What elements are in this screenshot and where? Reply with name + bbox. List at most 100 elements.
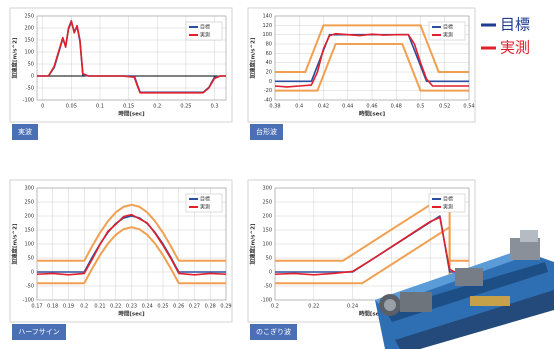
panel-tab — [250, 124, 283, 140]
x-tick-label: 0.15 — [123, 104, 134, 110]
x-tick-label: 0.22 — [308, 304, 319, 310]
x-tick-label: 0.46 — [366, 104, 377, 110]
y-tick-label: 150 — [24, 38, 34, 44]
y-tick-label: 200 — [262, 214, 272, 220]
panel-tab — [250, 324, 297, 340]
x-tick-label: 0.21 — [94, 304, 105, 310]
y-tick-label: 300 — [262, 186, 272, 192]
x-axis-label: 時間[sec] — [359, 310, 386, 318]
y-tick-label: 50 — [28, 62, 34, 68]
y-tick-label: 20 — [266, 70, 272, 76]
x-axis-label: 時間[sec] — [118, 110, 145, 118]
x-tick-label: 0.54 — [463, 104, 474, 110]
y-tick-label: -100 — [23, 298, 34, 304]
chart-panel: -100 -50 0 50 100 150 200 250 300 0.17 0.18 0.19 0.2… — [9, 179, 233, 340]
y-tick-label: 50 — [28, 256, 34, 262]
legend-label: 目標 — [443, 24, 453, 31]
y-axis-label: 加速度[m/s^2] — [249, 37, 257, 79]
x-tick-label: 0.18 — [47, 304, 58, 310]
y-tick-label: 300 — [24, 186, 34, 192]
y-tick-label: 150 — [262, 228, 272, 234]
tolerance-line — [37, 226, 226, 285]
panel-tab-label: 台形波 — [256, 127, 277, 136]
y-tick-label: 0 — [269, 79, 272, 85]
y-tick-label: 200 — [24, 26, 34, 32]
series-line — [37, 20, 226, 94]
series-line — [274, 216, 470, 276]
legend-label: 実測 — [443, 204, 453, 211]
x-tick-label: 0.28 — [205, 304, 216, 310]
y-tick-label: 100 — [262, 242, 272, 248]
x-tick-label: 0.5 — [417, 104, 425, 110]
y-tick-label: -100 — [261, 298, 272, 304]
legend-label: 目標 — [200, 196, 210, 203]
tolerance-line — [275, 24, 469, 73]
legend-label: 実測 — [200, 32, 210, 39]
x-tick-label: 0.1 — [96, 104, 104, 110]
y-tick-label: 0 — [269, 270, 272, 276]
y-tick-label: 250 — [262, 200, 272, 206]
panel-tab — [12, 324, 66, 340]
y-tick-label: 40 — [266, 60, 272, 66]
x-tick-label: 0.26 — [173, 304, 184, 310]
y-tick-label: -100 — [23, 98, 34, 104]
panel-tab — [12, 124, 38, 140]
panel-tab-label: のこぎり波 — [256, 327, 291, 336]
x-tick-label: 0.27 — [189, 304, 200, 310]
legend-label: 目標 — [500, 16, 530, 34]
machine-photo — [375, 230, 554, 349]
chart-panel: -100 -50 0 50 100 150 200 250 0 0.05 0.1 0.15 0.2 0.2… — [9, 7, 233, 140]
y-tick-label: 80 — [266, 42, 272, 48]
y-tick-label: 200 — [24, 214, 34, 220]
y-axis-label: 加速度[m/s^2] — [249, 223, 257, 265]
series-line — [274, 32, 469, 88]
y-tick-label: 250 — [24, 14, 34, 20]
y-tick-label: 50 — [266, 256, 272, 262]
x-tick-label: 0.4 — [295, 104, 303, 110]
y-tick-label: 100 — [24, 50, 34, 56]
y-tick-label: 0 — [31, 270, 34, 276]
x-tick-label: 0.24 — [347, 304, 358, 310]
x-tick-label: 0.2 — [271, 304, 279, 310]
x-tick-label: 0.29 — [220, 304, 231, 310]
x-tick-label: 0.2 — [153, 104, 161, 110]
plot-frame — [36, 15, 227, 101]
x-tick-label: 0.23 — [126, 304, 137, 310]
y-tick-label: 250 — [24, 200, 34, 206]
tolerance-line — [275, 43, 469, 92]
x-tick-label: 0.24 — [142, 304, 153, 310]
x-tick-label: 0.25 — [157, 304, 168, 310]
x-tick-label: 0.17 — [31, 304, 42, 310]
y-tick-label: -50 — [26, 86, 34, 92]
x-tick-label: 0.3 — [211, 104, 219, 110]
y-tick-label: 100 — [262, 32, 272, 38]
x-tick-label: 0.42 — [318, 104, 329, 110]
legend-label: 実測 — [443, 32, 453, 39]
y-axis-label: 加速度[m/s^2] — [11, 223, 19, 265]
x-tick-label: 0.52 — [439, 104, 450, 110]
plot-frame — [274, 15, 470, 101]
legend-label: 目標 — [200, 24, 210, 31]
panel-tab-label: ハーフサイン — [18, 328, 60, 336]
y-tick-label: 0 — [31, 74, 34, 80]
x-tick-label: 0.25 — [180, 104, 191, 110]
y-tick-label: 100 — [24, 242, 34, 248]
plot-frame — [36, 187, 227, 301]
legend-label: 目標 — [443, 196, 453, 203]
series-line — [36, 213, 227, 276]
chart-panel: -40 -20 0 20 40 60 80 100 120 140 0.38 0.4 0.42 0.44 0… — [247, 7, 476, 140]
x-tick-label: 0.48 — [391, 104, 402, 110]
legend-label: 実測 — [500, 39, 530, 57]
y-axis-label: 加速度[m/s^2] — [11, 37, 19, 79]
y-tick-label: 60 — [266, 51, 272, 57]
x-tick-label: 0.38 — [269, 104, 280, 110]
y-tick-label: -50 — [264, 284, 272, 290]
x-tick-label: 0.22 — [110, 304, 121, 310]
x-tick-label: 0.2 — [80, 304, 88, 310]
x-axis-label: 時間[sec] — [359, 110, 386, 118]
legend-label: 実測 — [200, 204, 210, 211]
y-tick-label: -40 — [264, 98, 272, 104]
